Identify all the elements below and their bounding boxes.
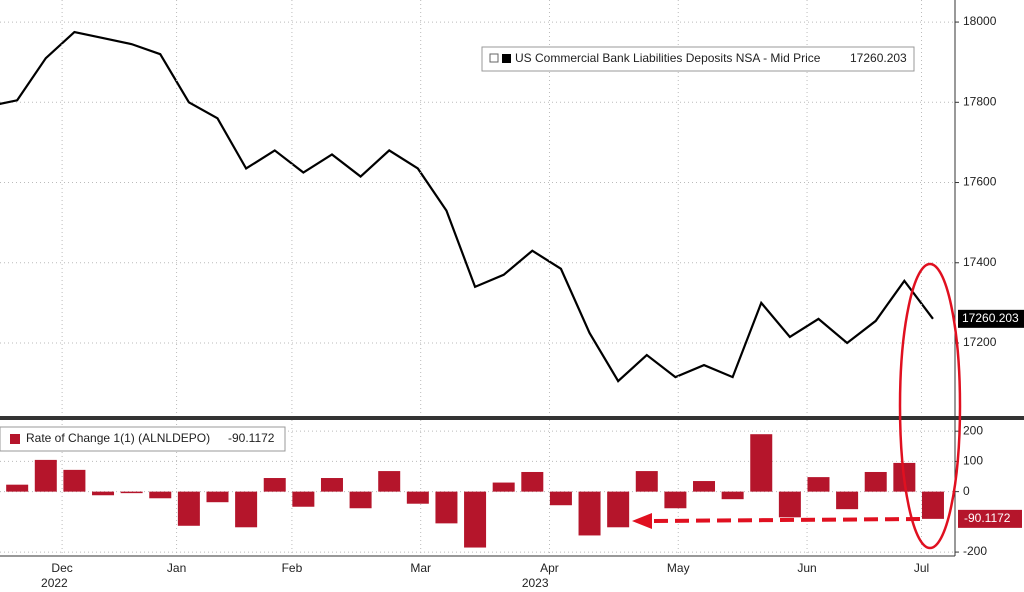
bar [263,478,286,492]
y-tick-label: -200 [963,544,987,558]
legend-toggle[interactable] [489,53,499,63]
bar [664,491,687,509]
legend-swatch [502,54,511,63]
arrow-head [632,513,652,529]
bar [521,471,544,492]
bar [492,482,515,492]
bar [607,491,630,528]
last-value-label: -90.1172 [964,511,1011,525]
last-value-tag [958,309,1024,328]
bar [750,434,773,492]
bar [292,491,315,507]
bar [693,481,716,492]
legend-swatch [10,434,20,444]
bar [34,459,57,492]
y-tick-label: 200 [963,423,983,437]
y-tick-label: 17400 [963,255,997,269]
bar [92,491,115,496]
y-tick-label: 17800 [963,94,997,108]
bar [807,477,830,492]
bar [378,471,401,492]
x-tick-label: Jan [167,561,186,575]
bar [206,491,229,503]
x-tick-label: May [667,561,690,575]
bar [320,478,343,492]
highlight-ellipse [898,262,962,550]
bar [435,491,458,524]
x-tick-label: Jul [914,561,929,575]
y-tick-label: 17600 [963,175,997,189]
x-tick-label: Dec [51,561,72,575]
bar [578,491,601,536]
x-tick-label: Apr [540,561,559,575]
x-tick-label: Feb [282,561,303,575]
bar [721,491,744,500]
bar [778,491,801,518]
year-label: 2023 [522,576,549,590]
line-series [0,30,934,383]
legend-value: -90.1172 [228,431,275,445]
legend-label: US Commercial Bank Liabilities Deposits … [515,51,821,65]
x-tick-label: Mar [410,561,431,575]
y-tick-label: 100 [963,454,983,468]
last-value-tag [958,509,1022,528]
x-tick-label: Jun [797,561,816,575]
bar [406,491,429,504]
bar [549,491,572,506]
bar [836,491,859,510]
bar [63,469,86,492]
last-value-label: 17260.203 [962,311,1019,325]
legend-box [0,426,286,452]
bar [349,491,372,509]
y-tick-label: 18000 [963,14,997,28]
legend-label: Rate of Change 1(1) (ALNLDEPO) [26,431,210,445]
bar [177,491,200,526]
bar [235,491,258,528]
bar [6,484,29,492]
bar [921,491,944,519]
y-tick-label: 17200 [963,335,997,349]
bar [864,471,887,492]
bar [464,491,487,548]
bar [120,491,143,494]
bar [149,491,172,499]
panel-divider [0,416,1024,420]
y-tick-label: 0 [963,484,970,498]
legend-box [481,46,915,72]
arrow-line [649,517,921,523]
legend-value: 17260.203 [850,51,907,65]
bar [635,471,658,492]
year-label: 2022 [41,576,68,590]
